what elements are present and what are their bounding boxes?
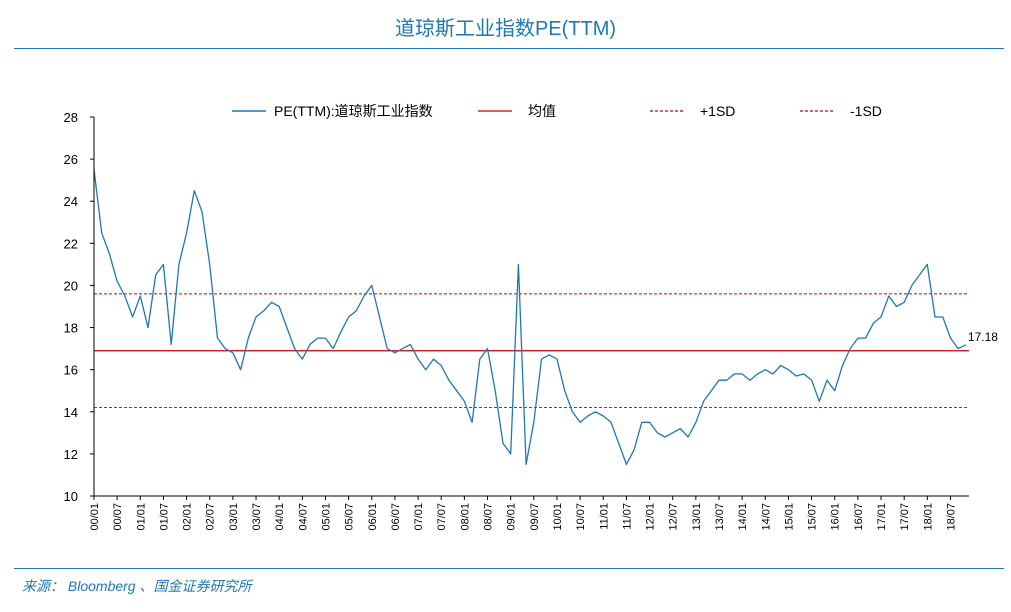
footer-divider [14,568,1004,569]
x-tick-label: 01/01 [135,503,147,531]
x-tick-label: 06/07 [390,503,402,531]
x-tick-label: 09/07 [529,503,541,531]
x-tick-label: 16/01 [830,503,842,531]
plot-area: 17.18 [93,169,998,466]
x-tick-label: 18/07 [945,503,957,531]
legend-label: +1SD [700,103,735,119]
x-tick-label: 17/01 [876,503,888,531]
x-tick-label: 10/07 [575,503,587,531]
y-tick-label: 22 [64,236,78,251]
pe-series-line [93,169,967,466]
x-tick-label: 00/07 [112,503,124,531]
x-tick-label: 07/07 [436,503,448,531]
x-tick-label: 15/07 [807,503,819,531]
x-tick-label: 13/01 [691,503,703,531]
x-tick-label: 11/01 [598,503,610,530]
y-tick-label: 20 [64,278,78,293]
x-tick-label: 11/07 [621,503,633,530]
x-tick-label: 10/01 [552,503,564,531]
y-tick-label: 28 [64,110,78,125]
last-value-label: 17.18 [968,330,998,344]
legend-label: -1SD [850,103,882,119]
y-tick-label: 24 [64,194,78,209]
chart-title: 道琼斯工业指数PE(TTM) [394,18,617,40]
x-tick-label: 13/07 [714,503,726,531]
x-tick-label: 05/07 [344,503,356,531]
x-tick-label: 15/01 [783,503,795,531]
x-tick-label: 09/01 [506,503,518,531]
x-tick-label: 12/01 [645,503,657,531]
y-tick-label: 18 [64,321,78,336]
x-tick-label: 18/01 [922,503,934,531]
x-tick-label: 03/01 [228,503,240,531]
x-tick-label: 04/01 [274,503,286,531]
x-tick-label: 00/01 [89,503,101,531]
x-tick-label: 08/01 [459,503,471,531]
x-tick-label: 16/07 [853,503,865,531]
x-tick-label: 14/07 [760,503,772,531]
y-tick-label: 12 [64,447,78,462]
x-tick-label: 05/01 [320,503,332,531]
x-tick-label: 08/07 [483,503,495,531]
x-tick-label: 02/07 [205,503,217,531]
y-tick-label: 16 [64,363,78,378]
x-axis: 00/01 00/07 01/01 01/07 02/01 02/07 03/01 03/07… [89,495,969,531]
x-tick-label: 07/01 [413,503,425,531]
chart-legend: PE(TTM):道琼斯工业指数 均值 +1SD -1SD [232,103,882,119]
x-tick-label: 17/07 [899,503,911,531]
y-tick-label: 10 [64,489,78,504]
title-divider [14,48,1004,49]
x-tick-label: 06/01 [367,503,379,531]
x-tick-label: 12/07 [668,503,680,531]
source-note: 来源： Bloomberg 、国金证券研究所 [22,578,252,594]
x-tick-label: 01/07 [158,503,170,531]
x-tick-label: 02/01 [182,503,194,531]
y-tick-label: 26 [64,152,78,167]
y-tick-label: 14 [64,405,78,420]
legend-label: 均值 [528,103,556,119]
y-axis: 10 12 14 16 18 20 22 24 26 28 [64,110,95,504]
x-tick-label: 03/07 [251,503,263,531]
legend-label: PE(TTM):道琼斯工业指数 [274,103,433,119]
x-tick-label: 14/01 [737,503,749,531]
x-tick-label: 04/07 [297,503,309,531]
pe-line-chart: PE(TTM):道琼斯工业指数 均值 +1SD -1SD 17.18 10 12 14 16… [64,103,999,531]
